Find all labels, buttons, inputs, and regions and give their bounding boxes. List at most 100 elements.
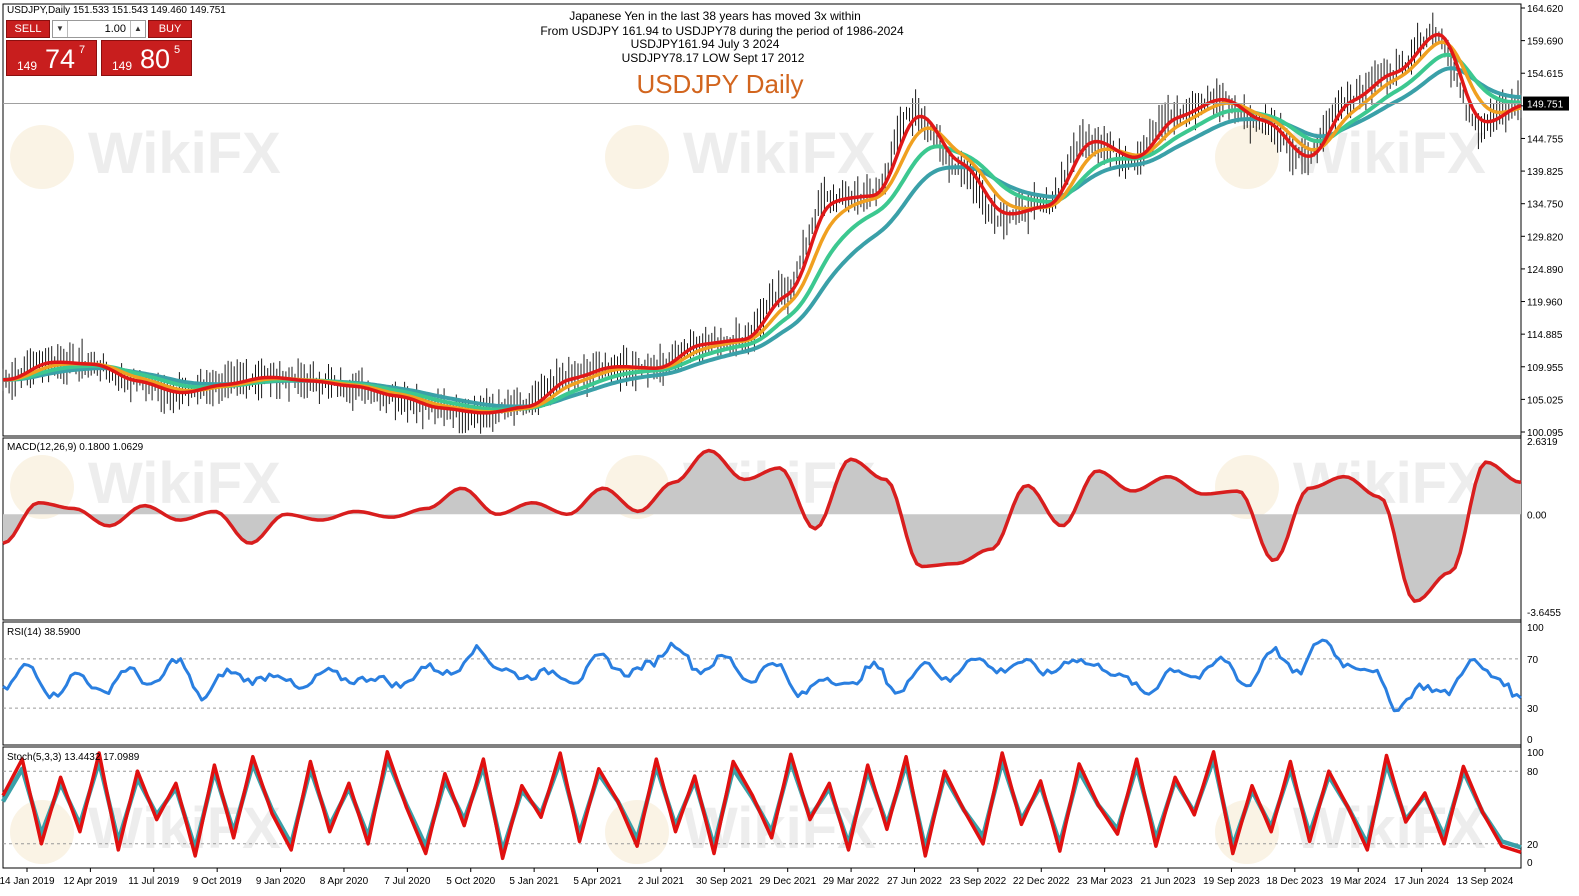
price-axis-label: 109.955: [1527, 363, 1564, 374]
price-panel[interactable]: [2, 12, 1522, 434]
date-axis-label: 5 Oct 2020: [446, 876, 495, 887]
macd-panel[interactable]: [2, 448, 1522, 603]
stochastic-label: Stoch(5,3,3) 13.4432 17.0989: [7, 752, 140, 763]
stoch-main-line: [1, 750, 1522, 861]
date-axis-label: 9 Jan 2020: [256, 876, 306, 887]
price-axis-label: 164.620: [1527, 4, 1564, 15]
price-axis-label: 139.825: [1527, 167, 1564, 178]
date-axis-label: 8 Apr 2020: [320, 876, 369, 887]
symbol-info: USDJPY,Daily 151.533 151.543 149.460 149…: [7, 5, 226, 16]
date-axis-label: 22 Dec 2022: [1013, 876, 1070, 887]
sell-price-prefix: 149: [17, 59, 38, 73]
macd-axis-label: 0.00: [1527, 510, 1547, 521]
one-click-trading-panel: SELL ▼ 1.00 ▲ BUY 149 74 7 149 80 5: [6, 20, 192, 76]
date-axis-label: 18 Dec 2023: [1266, 876, 1323, 887]
rsi-axis-label: 70: [1527, 655, 1539, 666]
date-axis-label: 5 Jan 2021: [509, 876, 559, 887]
watermark-text: WikiFX: [88, 121, 281, 186]
price-axis-label: 119.960: [1527, 298, 1563, 309]
watermark-text: WikiFX: [1293, 796, 1486, 861]
annotation-line-2: From USDJPY 161.94 to USDJPY78 during th…: [540, 24, 904, 38]
rsi-axis-label: 100: [1527, 623, 1544, 634]
lot-size-field[interactable]: ▼ 1.00 ▲: [52, 20, 146, 38]
macd-signal-line: [2, 448, 1522, 603]
date-axis-label: 14 Jan 2019: [0, 876, 55, 887]
stoch-axis-label: 0: [1527, 858, 1533, 869]
watermark-logo-icon: [10, 455, 74, 519]
date-axis-label: 27 Jun 2022: [887, 876, 942, 887]
sell-price-button[interactable]: 149 74 7: [6, 40, 97, 76]
price-axis-label: 154.615: [1527, 69, 1564, 80]
date-axis-label: 30 Sep 2021: [696, 876, 753, 887]
rsi-label: RSI(14) 38.5900: [7, 627, 81, 638]
annotation-line-3: USDJPY161.94 July 3 2024: [631, 37, 780, 51]
watermark-text: WikiFX: [1293, 121, 1486, 186]
buy-button[interactable]: BUY: [148, 20, 192, 38]
lot-size-value[interactable]: 1.00: [104, 23, 126, 35]
macd-axis-label: 2.6319: [1527, 437, 1558, 448]
rsi-axis-label: 30: [1527, 704, 1539, 715]
price-axis-label: 134.750: [1527, 200, 1564, 211]
date-axis-label: 12 Apr 2019: [63, 876, 117, 887]
rsi-panel[interactable]: [2, 638, 1522, 713]
moving-average-ma_2: [3, 40, 1522, 414]
macd-histogram-area: [3, 450, 1521, 602]
current-price-badge: [1523, 96, 1569, 111]
price-axis-label: 159.690: [1527, 37, 1564, 48]
date-axis-label: 23 Mar 2023: [1077, 876, 1134, 887]
date-axis-label: 23 Sep 2022: [950, 876, 1007, 887]
watermark-text: WikiFX: [683, 121, 876, 186]
date-axis-label: 21 Jun 2023: [1141, 876, 1196, 887]
watermark-text: WikiFX: [88, 451, 281, 516]
lot-dropdown-icon[interactable]: ▼: [53, 21, 68, 37]
macd-axis-label: -3.6455: [1527, 608, 1561, 619]
buy-price-big: 80: [140, 44, 171, 74]
price-axis-label: 114.885: [1527, 330, 1563, 341]
date-axis-label: 5 Apr 2021: [573, 876, 622, 887]
axes-layer: 164.620 159.690 154.615 149.751 144.755 139.8…: [0, 4, 1569, 887]
moving-average-ma_3: [3, 52, 1522, 412]
stoch-axis-label: 80: [1527, 767, 1539, 778]
date-axis-label: 11 Jul 2019: [128, 876, 179, 887]
panel-frames: [2, 3, 1522, 869]
annotation-line-4: USDJPY78.17 LOW Sept 17 2012: [622, 51, 805, 65]
buy-price-button[interactable]: 149 80 5: [101, 40, 192, 76]
buy-price-prefix: 149: [112, 59, 133, 73]
moving-average-ma_slow: [3, 66, 1522, 409]
current-price-label: 149.751: [1527, 100, 1564, 111]
text-layer: USDJPY,Daily 151.533 151.543 149.460 149…: [7, 5, 904, 763]
rsi-line: [2, 638, 1522, 713]
moving-average-ma_fast: [3, 32, 1522, 415]
price-axis-label: 124.890: [1527, 265, 1564, 276]
watermark-logo-icon: [1215, 125, 1279, 189]
date-axis-label: 29 Dec 2021: [759, 876, 816, 887]
date-axis-label: 13 Sep 2024: [1457, 876, 1514, 887]
date-axis-label: 29 Mar 2022: [823, 876, 880, 887]
date-axis-label: 2 Jul 2021: [638, 876, 685, 887]
sell-button[interactable]: SELL: [6, 20, 50, 38]
date-axis-label: 9 Oct 2019: [193, 876, 242, 887]
price-axis-label: 144.755: [1527, 134, 1564, 145]
watermark-logo-icon: [10, 125, 74, 189]
price-axis-label: 129.820: [1527, 232, 1564, 243]
sell-price-sup: 7: [79, 44, 86, 56]
date-axis-label: 17 Jun 2024: [1394, 876, 1449, 887]
watermark-logo-icon: [605, 125, 669, 189]
buy-price-sup: 5: [174, 44, 181, 56]
panel-frame-rsi: [2, 621, 1522, 746]
annotation-line-1: Japanese Yen in the last 38 years has mo…: [569, 9, 861, 23]
date-axis-label: 19 Mar 2024: [1330, 876, 1387, 887]
chart-title: USDJPY Daily: [636, 69, 803, 99]
stochastic-panel[interactable]: [1, 750, 1522, 861]
lot-increase-icon[interactable]: ▲: [130, 21, 145, 37]
sell-price-big: 74: [45, 44, 76, 74]
date-axis-label: 7 Jul 2020: [384, 876, 431, 887]
date-axis-label: 19 Sep 2023: [1203, 876, 1260, 887]
price-axis-label: 105.025: [1527, 395, 1564, 406]
stoch-axis-label: 20: [1527, 840, 1539, 851]
price-axis-label: 100.095: [1527, 428, 1564, 439]
rsi-axis-label: 0: [1527, 735, 1533, 746]
macd-label: MACD(12,26,9) 0.1800 1.0629: [7, 442, 144, 453]
stoch-axis-label: 100: [1527, 748, 1544, 759]
